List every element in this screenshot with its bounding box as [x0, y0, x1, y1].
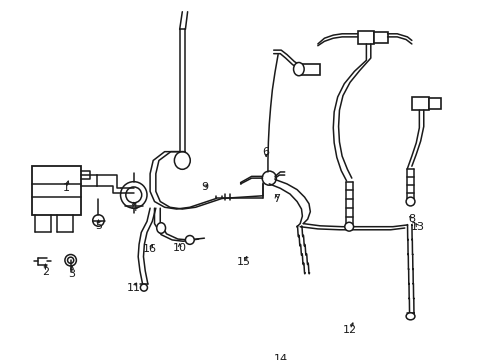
- Ellipse shape: [68, 257, 74, 263]
- Ellipse shape: [406, 313, 415, 320]
- Bar: [412, 97, 429, 110]
- Text: 8: 8: [408, 214, 416, 224]
- Text: 3: 3: [69, 269, 75, 279]
- Bar: [374, 32, 388, 42]
- Text: 16: 16: [143, 244, 157, 254]
- Ellipse shape: [262, 171, 276, 185]
- Bar: [301, 64, 320, 75]
- Ellipse shape: [121, 182, 147, 208]
- Ellipse shape: [406, 197, 415, 206]
- Text: 2: 2: [42, 267, 49, 277]
- Bar: [32, 166, 81, 215]
- Text: 9: 9: [201, 182, 208, 192]
- Ellipse shape: [93, 215, 104, 226]
- Ellipse shape: [126, 187, 142, 203]
- Text: 14: 14: [274, 354, 288, 360]
- Ellipse shape: [294, 63, 304, 76]
- Text: 10: 10: [172, 243, 187, 253]
- Ellipse shape: [65, 255, 76, 266]
- Text: 7: 7: [273, 194, 280, 204]
- Ellipse shape: [185, 235, 194, 244]
- Ellipse shape: [141, 284, 147, 291]
- Text: 4: 4: [130, 203, 137, 213]
- Text: 1: 1: [63, 183, 70, 193]
- Bar: [358, 31, 374, 44]
- Ellipse shape: [345, 222, 354, 231]
- Bar: [429, 98, 441, 109]
- Text: 11: 11: [127, 283, 141, 293]
- Text: 12: 12: [343, 325, 357, 334]
- Ellipse shape: [157, 223, 166, 233]
- Ellipse shape: [174, 152, 190, 169]
- Text: 5: 5: [95, 221, 102, 231]
- Text: 13: 13: [411, 222, 425, 232]
- Text: 6: 6: [263, 147, 270, 157]
- Text: 15: 15: [237, 257, 251, 267]
